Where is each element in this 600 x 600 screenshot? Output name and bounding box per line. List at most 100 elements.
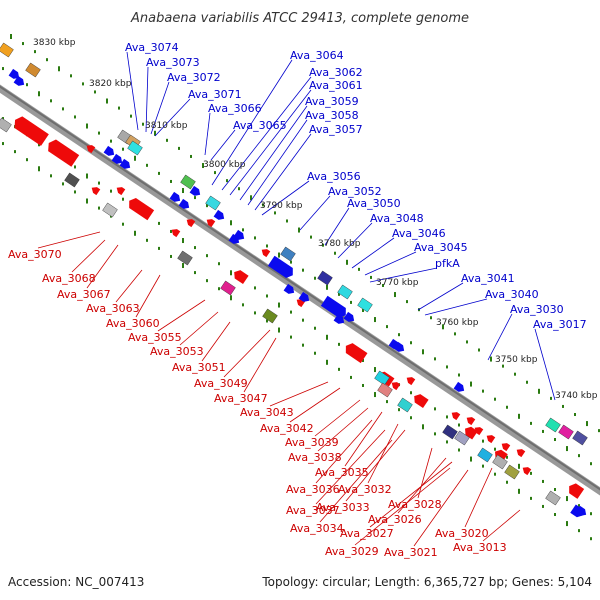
accession-label: Accession: NC_007413 bbox=[8, 575, 144, 589]
tick-dot bbox=[302, 343, 304, 347]
leader-line bbox=[319, 439, 393, 523]
gene-feature-misc bbox=[280, 246, 296, 262]
leader-line bbox=[369, 267, 438, 283]
tick-dot bbox=[230, 270, 232, 276]
tick-dot bbox=[286, 219, 288, 223]
tick-dot bbox=[314, 326, 316, 330]
tick-dot bbox=[226, 179, 228, 183]
tick-dot bbox=[206, 204, 208, 208]
tick-dot bbox=[122, 197, 124, 201]
tick-dot bbox=[470, 456, 472, 462]
reverse-gene-arrow bbox=[501, 443, 511, 452]
gene-feature-misc bbox=[0, 117, 12, 133]
forward-gene-arrow bbox=[213, 209, 225, 220]
gene-label-forward: Ava_3045 bbox=[414, 241, 468, 254]
tick-dot bbox=[566, 446, 568, 452]
reverse-gene-arrow bbox=[86, 145, 96, 154]
tick-dot bbox=[578, 504, 580, 508]
leader-line bbox=[534, 328, 556, 401]
tick-dot bbox=[334, 251, 336, 255]
tick-dot bbox=[98, 181, 100, 185]
leader-line bbox=[204, 112, 211, 156]
gene-label-forward: Ava_3052 bbox=[328, 185, 382, 198]
leader-line bbox=[369, 461, 453, 528]
tick-dot bbox=[94, 90, 96, 94]
tick-dot bbox=[142, 122, 144, 126]
gene-label-forward: Ava_3056 bbox=[307, 170, 361, 183]
tick-dot bbox=[14, 150, 16, 154]
tick-dot bbox=[250, 195, 252, 201]
tick-dot bbox=[362, 358, 364, 362]
tick-dot bbox=[310, 235, 312, 239]
leader-line bbox=[299, 195, 331, 231]
tick-dot bbox=[10, 34, 12, 39]
tick-dot bbox=[326, 334, 328, 340]
tick-dot bbox=[542, 429, 544, 433]
leader-line bbox=[482, 509, 521, 542]
reverse-gene-arrow bbox=[522, 467, 532, 476]
gene-label-forward: Ava_3057 bbox=[309, 123, 363, 136]
gene-feature-misc bbox=[454, 430, 470, 446]
kbp-tick-label: 3780 kbp bbox=[318, 239, 361, 249]
tick-dot bbox=[574, 413, 576, 417]
gene-feature-misc bbox=[25, 62, 41, 78]
tick-dot bbox=[386, 325, 388, 329]
tick-dot bbox=[218, 262, 220, 266]
tick-dot bbox=[86, 123, 88, 129]
forward-gene-arrow bbox=[233, 229, 245, 240]
gene-label-forward: Ava_3072 bbox=[167, 71, 221, 84]
tick-dot bbox=[502, 364, 504, 368]
genome-title: Anabaena variabilis ATCC 29413, complete… bbox=[130, 11, 469, 26]
tick-dot bbox=[134, 230, 136, 236]
gene-label-reverse: Ava_3035 bbox=[315, 466, 369, 479]
tick-dot bbox=[242, 228, 244, 232]
leader-line bbox=[345, 429, 406, 502]
tick-dot bbox=[74, 190, 76, 194]
gene-label-reverse: Ava_3067 bbox=[57, 288, 111, 301]
tick-dot bbox=[230, 295, 232, 301]
kbp-tick-label: 3790 kbp bbox=[260, 201, 303, 211]
tick-dot bbox=[590, 462, 592, 466]
tick-dot bbox=[542, 504, 544, 508]
gene-label-forward: Ava_3061 bbox=[309, 79, 363, 92]
gene-feature-misc bbox=[477, 447, 493, 463]
tick-dot bbox=[374, 392, 376, 398]
tick-dot bbox=[314, 276, 316, 280]
tick-dot bbox=[494, 472, 496, 476]
tick-dot bbox=[106, 98, 108, 104]
tick-dot bbox=[22, 42, 24, 46]
gene-feature-misc bbox=[397, 397, 413, 413]
tick-dot bbox=[578, 454, 580, 458]
gene-label-reverse: Ava_3049 bbox=[194, 377, 248, 390]
gene-feature-misc bbox=[317, 270, 333, 286]
tick-dot bbox=[58, 66, 60, 72]
tick-dot bbox=[290, 335, 292, 339]
tick-dot bbox=[550, 396, 552, 400]
gene-feature-misc bbox=[337, 284, 353, 300]
tick-dot bbox=[338, 292, 340, 296]
gene-feature-misc bbox=[572, 430, 588, 446]
leader-line bbox=[337, 222, 373, 259]
leader-line bbox=[145, 66, 149, 133]
tick-dot bbox=[542, 479, 544, 483]
tick-dot bbox=[466, 340, 468, 344]
forward-gene-arrow bbox=[169, 191, 181, 202]
tick-dot bbox=[458, 448, 460, 452]
tick-dot bbox=[586, 421, 588, 427]
leader-line bbox=[417, 282, 464, 311]
leader-line bbox=[239, 105, 308, 201]
tick-dot bbox=[506, 455, 508, 459]
gene-label-forward: Ava_3066 bbox=[208, 102, 262, 115]
leader-line bbox=[154, 98, 191, 137]
reverse-gene-arrow bbox=[486, 435, 496, 444]
tick-dot bbox=[266, 294, 268, 298]
leader-line bbox=[464, 467, 493, 528]
reverse-gene-feature bbox=[345, 343, 368, 364]
gene-feature-misc bbox=[545, 417, 561, 433]
gene-label-reverse: Ava_3068 bbox=[42, 272, 96, 285]
tick-dot bbox=[146, 163, 148, 167]
tick-dot bbox=[182, 263, 184, 269]
leader-line bbox=[289, 387, 341, 423]
